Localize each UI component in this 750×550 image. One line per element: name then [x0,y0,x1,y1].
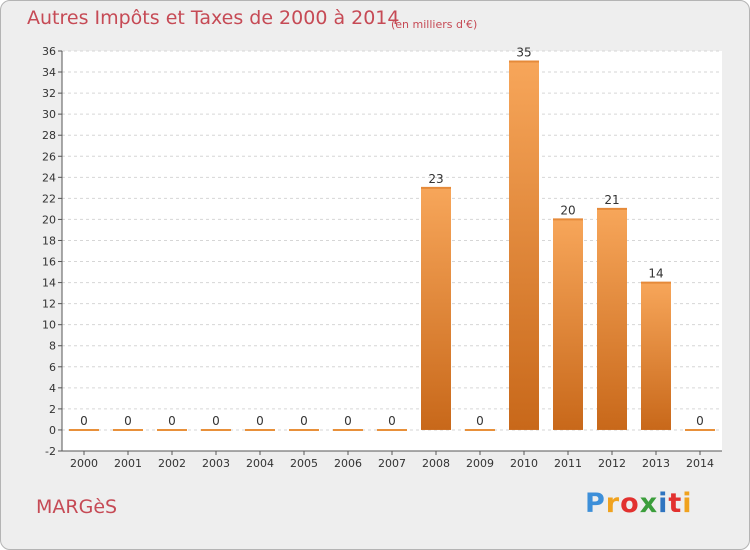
chart-subtitle: (en milliers d'€) [391,18,478,31]
data-label: 0 [476,414,484,428]
y-tick-label: 26 [42,150,56,163]
x-tick-label: 2014 [686,457,714,470]
x-tick-label: 2009 [466,457,494,470]
x-tick-label: 2013 [642,457,670,470]
y-tick-label: 14 [42,277,56,290]
x-tick-label: 2000 [70,457,98,470]
data-label: 21 [604,193,619,207]
y-tick-label: 16 [42,256,56,269]
data-label: 0 [124,414,132,428]
logo-letter: t [668,488,683,519]
y-tick-label: 4 [49,382,56,395]
logo-letter: x [639,488,659,519]
bar [421,187,451,430]
y-tick-label: 6 [49,361,56,374]
bar [597,208,627,430]
y-tick-label: 0 [49,424,56,437]
logo-letter: r [605,488,621,519]
x-tick-label: 2001 [114,457,142,470]
proxiti-logo: Proxiti [585,488,693,519]
y-tick-label: 30 [42,108,56,121]
data-label: 0 [168,414,176,428]
data-label: 0 [696,414,704,428]
x-tick-label: 2005 [290,457,318,470]
y-tick-label: 24 [42,171,56,184]
bar [509,61,539,430]
y-tick-label: 18 [42,234,56,247]
data-label: 0 [344,414,352,428]
y-tick-label: 32 [42,87,56,100]
data-label: 0 [388,414,396,428]
y-tick-label: 22 [42,192,56,205]
logo-letter: i [682,488,693,519]
y-tick-label: 8 [49,340,56,353]
y-tick-label: -2 [45,445,56,458]
chart-title: Autres Impôts et Taxes de 2000 à 2014 [27,7,400,29]
bar [553,219,583,430]
logo-letter: i [658,488,669,519]
y-tick-label: 2 [49,403,56,416]
y-tick-label: 34 [42,66,56,79]
logo-letter: o [620,488,640,519]
commune-name: MARGèS [36,496,118,518]
data-label: 0 [300,414,308,428]
data-label: 14 [648,267,663,281]
y-tick-label: 10 [42,319,56,332]
data-label: 0 [80,414,88,428]
data-label: 0 [256,414,264,428]
y-tick-label: 20 [42,213,56,226]
data-label: 20 [560,203,575,217]
x-tick-label: 2007 [378,457,406,470]
y-tick-label: 36 [42,45,56,58]
x-tick-label: 2003 [202,457,230,470]
data-label: 23 [428,172,443,186]
data-label: 0 [212,414,220,428]
bar [641,282,671,430]
x-tick-label: 2010 [510,457,538,470]
x-tick-label: 2004 [246,457,274,470]
x-tick-label: 2012 [598,457,626,470]
y-tick-label: 28 [42,129,56,142]
logo-letter: P [585,488,606,519]
x-tick-label: 2006 [334,457,362,470]
x-tick-label: 2011 [554,457,582,470]
y-tick-label: 12 [42,298,56,311]
data-label: 35 [516,46,531,60]
x-tick-label: 2008 [422,457,450,470]
x-tick-label: 2002 [158,457,186,470]
